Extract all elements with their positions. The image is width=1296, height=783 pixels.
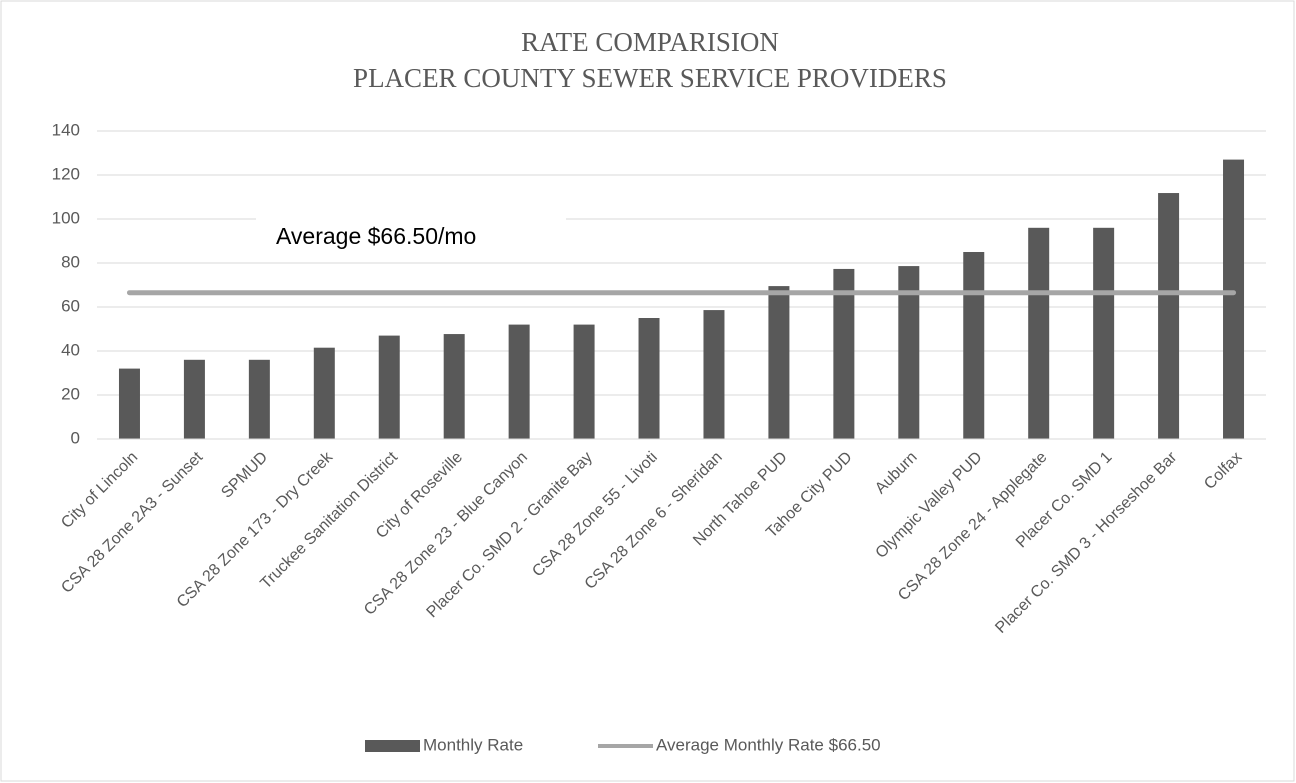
bar bbox=[1223, 159, 1245, 439]
bar bbox=[573, 324, 595, 439]
bar bbox=[248, 359, 270, 439]
bar bbox=[1093, 227, 1115, 439]
bar bbox=[703, 310, 725, 439]
y-tick-label: 0 bbox=[71, 428, 80, 447]
legend-label: Monthly Rate bbox=[423, 735, 523, 754]
bar bbox=[1158, 193, 1180, 439]
chart-title: RATE COMPARISION bbox=[521, 27, 779, 57]
annotation: Average $66.50/mo bbox=[276, 223, 476, 249]
bar bbox=[833, 268, 855, 439]
y-tick-label: 60 bbox=[61, 296, 80, 315]
chart-title: PLACER COUNTY SEWER SERVICE PROVIDERS bbox=[353, 63, 947, 93]
bar bbox=[443, 334, 465, 439]
bar bbox=[183, 359, 205, 439]
y-tick-label: 20 bbox=[61, 384, 80, 403]
bar bbox=[1028, 227, 1050, 439]
annotation-box bbox=[256, 216, 566, 248]
y-tick-label: 40 bbox=[61, 340, 80, 359]
bar bbox=[898, 266, 920, 439]
bar bbox=[963, 252, 985, 439]
bar bbox=[768, 286, 790, 439]
legend-swatch bbox=[365, 740, 420, 752]
y-tick-label: 80 bbox=[61, 252, 80, 271]
bar bbox=[508, 324, 530, 439]
bar bbox=[378, 335, 400, 439]
bar bbox=[313, 347, 335, 439]
y-tick-label: 120 bbox=[52, 164, 80, 183]
y-tick-label: 140 bbox=[52, 120, 80, 139]
y-tick-label: 100 bbox=[52, 208, 80, 227]
legend-label: Average Monthly Rate $66.50 bbox=[656, 735, 881, 754]
bar bbox=[118, 368, 140, 439]
bar bbox=[638, 318, 660, 439]
